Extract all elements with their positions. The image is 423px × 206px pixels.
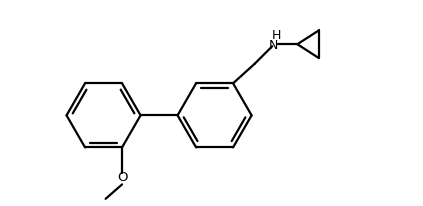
Text: H: H (272, 29, 281, 42)
Text: O: O (117, 170, 127, 183)
Text: N: N (269, 39, 278, 52)
